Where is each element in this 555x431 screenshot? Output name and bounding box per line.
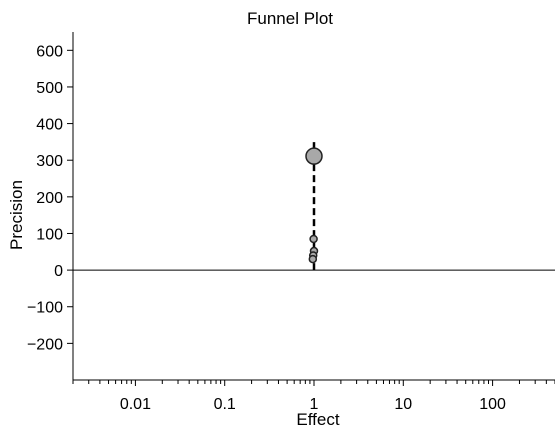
y-tick-label: 0	[54, 263, 63, 280]
y-tick-label: −200	[27, 336, 63, 353]
marks-layer	[305, 141, 323, 271]
axes-layer: 600 500 400 300 200 100 0 −100 −200 0.01 0.1 1 10 100	[27, 32, 555, 413]
data-point	[305, 147, 323, 165]
x-tick-label: 0.01	[120, 396, 151, 413]
y-tick-label: 300	[36, 153, 63, 170]
y-tick-label: 100	[36, 226, 63, 243]
x-tick-label: 0.1	[214, 396, 236, 413]
x-tick-label: 100	[479, 396, 506, 413]
data-point	[309, 234, 318, 244]
y-tick-label: 600	[36, 43, 63, 60]
x-tick-label: 10	[394, 396, 412, 413]
y-tick-label: 400	[36, 117, 63, 134]
y-tick-label: 500	[36, 80, 63, 97]
x-axis-title: Effect	[296, 410, 339, 429]
chart-title: Funnel Plot	[247, 9, 333, 28]
y-tick-label: 200	[36, 190, 63, 207]
x-tick-label: 1	[310, 396, 319, 413]
y-axis-title: Precision	[7, 180, 26, 250]
data-point	[308, 254, 318, 264]
y-tick-label: −100	[27, 300, 63, 317]
